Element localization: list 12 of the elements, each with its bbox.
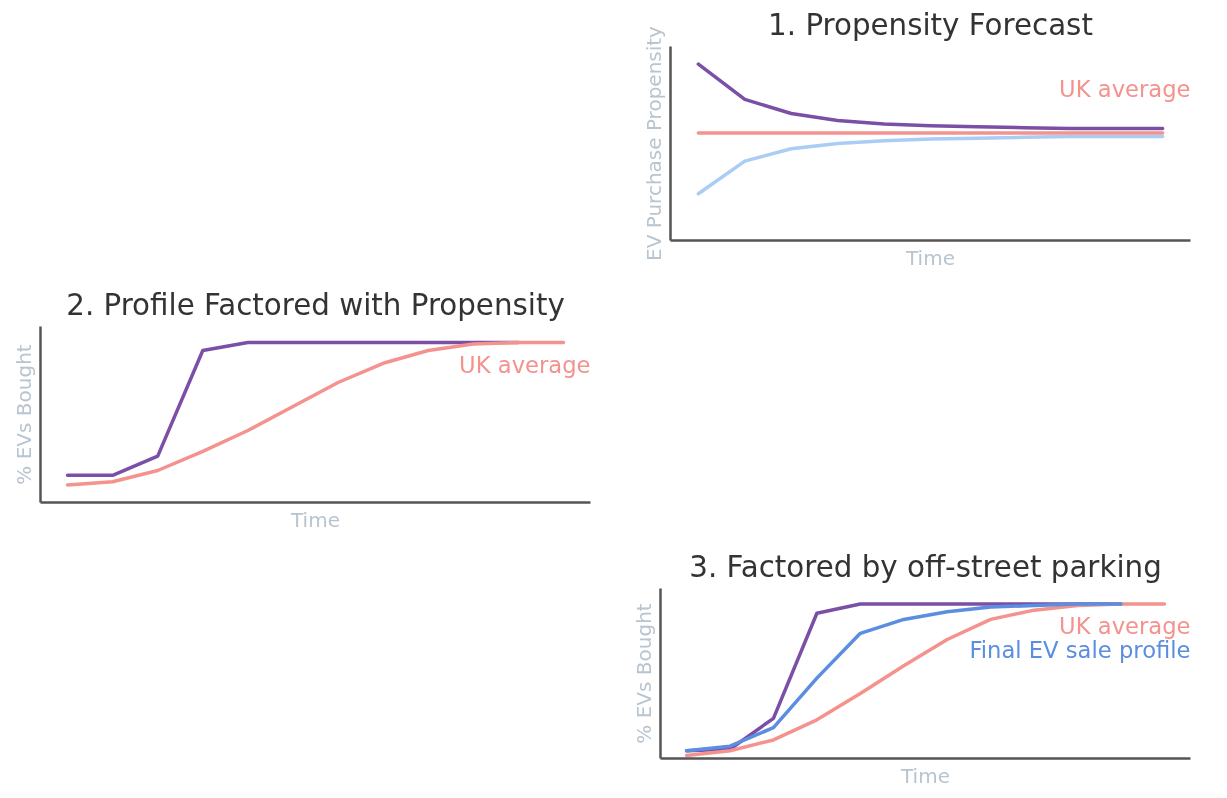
- x-axis-title: Time: [905, 245, 955, 270]
- series-label: UK average: [459, 351, 591, 378]
- y-axis-title: % EVs Bought: [11, 344, 36, 485]
- x-axis-title: Time: [290, 507, 340, 532]
- x-axis-title: Time: [900, 763, 950, 788]
- series-label: UK average: [1059, 75, 1191, 102]
- series-label: UK average: [1059, 612, 1191, 639]
- y-axis-title: EV Purchase Propensity: [641, 25, 666, 261]
- chart-title: 3. Factored by off-street parking: [689, 549, 1162, 584]
- chart-title: 1. Propensity Forecast: [768, 7, 1093, 42]
- y-axis-title: % EVs Bought: [631, 603, 656, 744]
- chart-title: 2. Profile Factored with Propensity: [66, 287, 565, 322]
